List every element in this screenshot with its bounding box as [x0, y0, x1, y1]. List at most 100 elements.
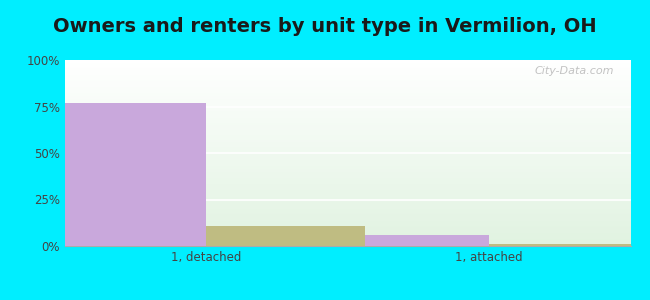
- Bar: [65, 146, 630, 147]
- Bar: [65, 92, 630, 94]
- Bar: [65, 109, 630, 110]
- Bar: [65, 206, 630, 207]
- Bar: [65, 218, 630, 219]
- Bar: [65, 128, 630, 129]
- Bar: [65, 193, 630, 194]
- Bar: [65, 131, 630, 132]
- Bar: [65, 88, 630, 89]
- Bar: [65, 66, 630, 67]
- Bar: [65, 107, 630, 108]
- Bar: [65, 243, 630, 244]
- Bar: [65, 194, 630, 195]
- Bar: [65, 115, 630, 116]
- Bar: [65, 220, 630, 221]
- Bar: [65, 114, 630, 115]
- Bar: [65, 212, 630, 214]
- Bar: [65, 236, 630, 237]
- Bar: [65, 239, 630, 240]
- Bar: [65, 228, 630, 229]
- Bar: [65, 75, 630, 76]
- Bar: [65, 94, 630, 95]
- Bar: [65, 162, 630, 163]
- Bar: [65, 245, 630, 246]
- Bar: [65, 63, 630, 64]
- Bar: [65, 231, 630, 232]
- Bar: [65, 154, 630, 155]
- Bar: [65, 97, 630, 98]
- Bar: [65, 116, 630, 117]
- Bar: [65, 123, 630, 124]
- Bar: [65, 164, 630, 165]
- Bar: [65, 225, 630, 226]
- Bar: [65, 235, 630, 236]
- Bar: [65, 159, 630, 160]
- Bar: [65, 99, 630, 100]
- Bar: [65, 145, 630, 146]
- Bar: [65, 156, 630, 157]
- Bar: [65, 187, 630, 188]
- Bar: [65, 82, 630, 83]
- Bar: [65, 166, 630, 167]
- Bar: [65, 176, 630, 177]
- Bar: [65, 219, 630, 220]
- Bar: [65, 148, 630, 149]
- Bar: [65, 191, 630, 192]
- Bar: [65, 240, 630, 241]
- Bar: [65, 111, 630, 112]
- Bar: [65, 120, 630, 122]
- Bar: [65, 173, 630, 174]
- Bar: [65, 127, 630, 128]
- Bar: [65, 136, 630, 137]
- Bar: [65, 207, 630, 208]
- Bar: [65, 238, 630, 239]
- Bar: [65, 205, 630, 206]
- Bar: [65, 84, 630, 85]
- Bar: [65, 222, 630, 223]
- Bar: [65, 101, 630, 102]
- Bar: [65, 68, 630, 69]
- Bar: [65, 73, 630, 74]
- Bar: [65, 62, 630, 63]
- Bar: [65, 70, 630, 71]
- Bar: [65, 103, 630, 104]
- Bar: [65, 95, 630, 96]
- Bar: [65, 230, 630, 231]
- Bar: [65, 204, 630, 205]
- Bar: [65, 132, 630, 133]
- Bar: [65, 155, 630, 156]
- Bar: [65, 232, 630, 233]
- Bar: [65, 80, 630, 81]
- Bar: [65, 96, 630, 97]
- Bar: [65, 189, 630, 190]
- Bar: [65, 167, 630, 168]
- Bar: [65, 172, 630, 173]
- Bar: [65, 180, 630, 181]
- Bar: [65, 215, 630, 216]
- Bar: [65, 122, 630, 123]
- Bar: [65, 86, 630, 87]
- Bar: [65, 208, 630, 209]
- Bar: [65, 188, 630, 189]
- Bar: [65, 144, 630, 145]
- Bar: [65, 112, 630, 113]
- Bar: [65, 229, 630, 230]
- Bar: [65, 67, 630, 68]
- Bar: [65, 81, 630, 82]
- Bar: [331, 235, 489, 246]
- Bar: [65, 119, 630, 120]
- Bar: [65, 210, 630, 211]
- Bar: [65, 85, 630, 86]
- Bar: [65, 163, 630, 164]
- Bar: [65, 234, 630, 235]
- Text: City-Data.com: City-Data.com: [534, 66, 614, 76]
- Bar: [65, 170, 630, 171]
- Bar: [489, 244, 647, 246]
- Bar: [65, 138, 630, 139]
- Bar: [65, 174, 630, 175]
- Bar: [65, 233, 630, 234]
- Bar: [65, 202, 630, 203]
- Bar: [65, 102, 630, 103]
- Bar: [65, 150, 630, 151]
- Bar: [65, 241, 630, 242]
- Bar: [65, 184, 630, 185]
